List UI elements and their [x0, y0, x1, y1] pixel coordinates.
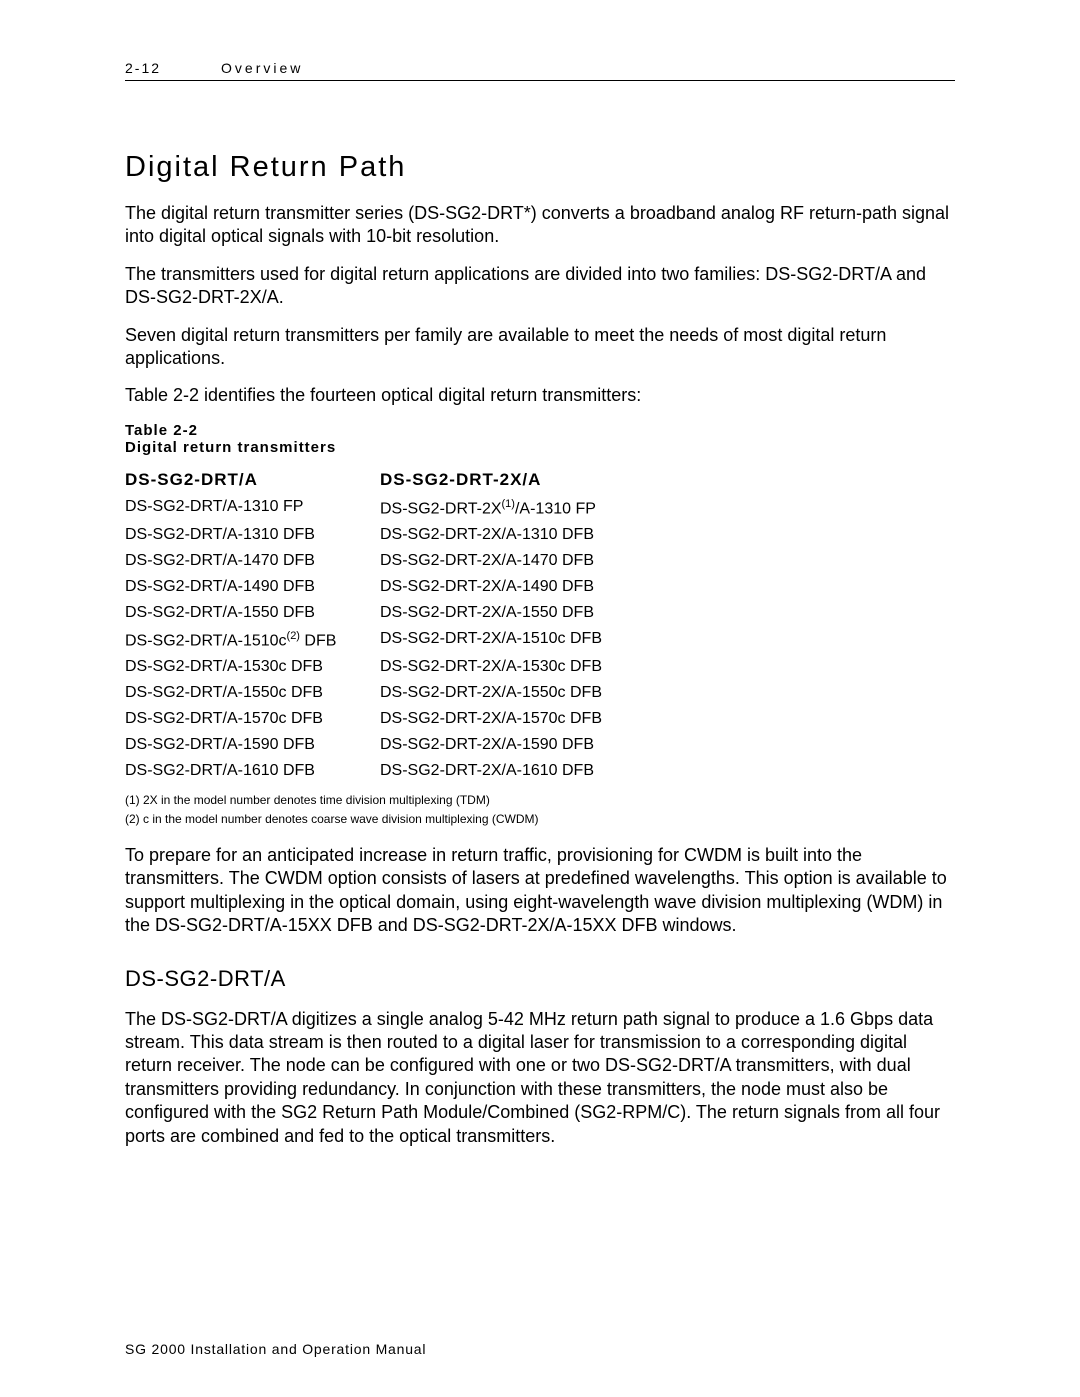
transmitters-table: DS-SG2-DRT/A DS-SG2-DRT-2X/A DS-SG2-DRT/… — [125, 470, 955, 781]
table-row: DS-SG2-DRT/A-1510c(2) DFB DS-SG2-DRT-2X/… — [125, 630, 955, 650]
sub-paragraph: The DS-SG2-DRT/A digitizes a single anal… — [125, 1008, 955, 1148]
table-row: DS-SG2-DRT/A-1470 DFB DS-SG2-DRT-2X/A-14… — [125, 552, 955, 570]
footnote-1: (1) 2X in the model number denotes time … — [125, 792, 955, 809]
table-row: DS-SG2-DRT/A-1490 DFB DS-SG2-DRT-2X/A-14… — [125, 578, 955, 596]
footer-manual-title: SG 2000 Installation and Operation Manua… — [125, 1341, 426, 1357]
table-row: DS-SG2-DRT/A-1310 FP DS-SG2-DRT-2X(1)/A-… — [125, 498, 955, 518]
table-row: DS-SG2-DRT/A-1550c DFB DS-SG2-DRT-2X/A-1… — [125, 684, 955, 702]
page-number: 2-12 — [125, 60, 161, 76]
cell-superscript: (2) — [287, 630, 300, 642]
table-cell: DS-SG2-DRT-2X/A-1530c DFB — [380, 658, 680, 676]
footnotes: (1) 2X in the model number denotes time … — [125, 792, 955, 828]
table-header-col1: DS-SG2-DRT/A — [125, 470, 380, 490]
table-row: DS-SG2-DRT/A-1310 DFB DS-SG2-DRT-2X/A-13… — [125, 526, 955, 544]
table-cell: DS-SG2-DRT-2X/A-1550c DFB — [380, 684, 680, 702]
footnote-2: (2) c in the model number denotes coarse… — [125, 811, 955, 828]
cell-superscript: (1) — [502, 498, 515, 510]
table-cell: DS-SG2-DRT-2X/A-1470 DFB — [380, 552, 680, 570]
sub-heading: DS-SG2-DRT/A — [125, 966, 955, 992]
table-row: DS-SG2-DRT/A-1590 DFB DS-SG2-DRT-2X/A-15… — [125, 736, 955, 754]
table-cell: DS-SG2-DRT/A-1610 DFB — [125, 762, 380, 780]
table-cell: DS-SG2-DRT-2X(1)/A-1310 FP — [380, 498, 680, 518]
table-cell: DS-SG2-DRT/A-1310 DFB — [125, 526, 380, 544]
table-cell: DS-SG2-DRT/A-1550 DFB — [125, 604, 380, 622]
table-cell: DS-SG2-DRT-2X/A-1310 DFB — [380, 526, 680, 544]
page-header: 2-12 Overview — [125, 60, 955, 81]
table-cell: DS-SG2-DRT/A-1490 DFB — [125, 578, 380, 596]
table-header-col2: DS-SG2-DRT-2X/A — [380, 470, 680, 490]
table-cell: DS-SG2-DRT-2X/A-1550 DFB — [380, 604, 680, 622]
header-section-title: Overview — [221, 60, 303, 76]
table-label: Table 2-2 — [125, 422, 955, 439]
table-caption: Digital return transmitters — [125, 439, 955, 456]
table-cell: DS-SG2-DRT/A-1470 DFB — [125, 552, 380, 570]
intro-paragraph-4: Table 2-2 identifies the fourteen optica… — [125, 384, 955, 407]
intro-paragraph-1: The digital return transmitter series (D… — [125, 202, 955, 249]
main-heading: Digital Return Path — [125, 151, 955, 184]
post-table-paragraph: To prepare for an anticipated increase i… — [125, 844, 955, 938]
cell-text-pre: DS-SG2-DRT-2X — [380, 500, 502, 517]
table-cell: DS-SG2-DRT/A-1590 DFB — [125, 736, 380, 754]
table-row: DS-SG2-DRT/A-1530c DFB DS-SG2-DRT-2X/A-1… — [125, 658, 955, 676]
table-row: DS-SG2-DRT/A-1570c DFB DS-SG2-DRT-2X/A-1… — [125, 710, 955, 728]
cell-text-post: DFB — [300, 632, 336, 649]
table-cell: DS-SG2-DRT-2X/A-1510c DFB — [380, 630, 680, 650]
table-cell: DS-SG2-DRT/A-1530c DFB — [125, 658, 380, 676]
cell-text-pre: DS-SG2-DRT/A-1510c — [125, 632, 287, 649]
table-cell: DS-SG2-DRT-2X/A-1490 DFB — [380, 578, 680, 596]
table-cell: DS-SG2-DRT/A-1550c DFB — [125, 684, 380, 702]
table-header-row: DS-SG2-DRT/A DS-SG2-DRT-2X/A — [125, 470, 955, 490]
intro-paragraph-2: The transmitters used for digital return… — [125, 263, 955, 310]
table-cell: DS-SG2-DRT-2X/A-1610 DFB — [380, 762, 680, 780]
table-row: DS-SG2-DRT/A-1550 DFB DS-SG2-DRT-2X/A-15… — [125, 604, 955, 622]
table-cell: DS-SG2-DRT/A-1570c DFB — [125, 710, 380, 728]
table-cell: DS-SG2-DRT-2X/A-1570c DFB — [380, 710, 680, 728]
table-row: DS-SG2-DRT/A-1610 DFB DS-SG2-DRT-2X/A-16… — [125, 762, 955, 780]
table-cell: DS-SG2-DRT/A-1510c(2) DFB — [125, 630, 380, 650]
table-cell: DS-SG2-DRT/A-1310 FP — [125, 498, 380, 518]
table-cell: DS-SG2-DRT-2X/A-1590 DFB — [380, 736, 680, 754]
cell-text-post: /A-1310 FP — [515, 500, 596, 517]
intro-paragraph-3: Seven digital return transmitters per fa… — [125, 324, 955, 371]
